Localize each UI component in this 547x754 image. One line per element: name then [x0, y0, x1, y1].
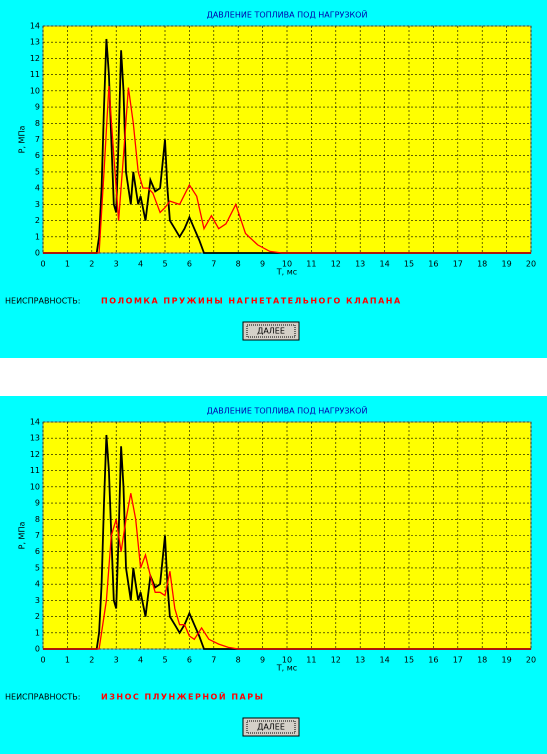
y-tick-label: 5	[35, 563, 40, 572]
y-tick-label: 12	[30, 54, 40, 63]
chart-title: ДАВЛЕНИЕ ТОПЛИВА ПОД НАГРУЗКОЙ	[207, 405, 368, 416]
y-tick-label: 3	[35, 200, 40, 209]
y-tick-label: 3	[35, 596, 40, 605]
button-focus	[246, 324, 296, 338]
y-tick-label: 11	[30, 466, 40, 475]
x-tick-label: 9	[260, 260, 265, 269]
x-tick-label: 8	[236, 656, 241, 665]
y-tick-label: 14	[30, 22, 40, 31]
x-tick-label: 3	[114, 656, 119, 665]
x-tick-label: 7	[211, 260, 216, 269]
y-tick-label: 9	[35, 103, 40, 112]
fault-text: ИЗНОС ПЛУНЖЕРНОЙ ПАРЫ	[101, 691, 264, 702]
y-tick-label: 10	[30, 86, 40, 95]
x-tick-label: 14	[380, 656, 390, 665]
y-tick-label: 4	[35, 184, 40, 193]
y-tick-label: 5	[35, 167, 40, 176]
y-tick-label: 7	[35, 531, 40, 540]
x-tick-label: 11	[306, 656, 316, 665]
y-tick-label: 1	[35, 628, 40, 637]
data-line	[43, 493, 531, 650]
y-tick-label: 14	[30, 418, 40, 427]
x-tick-label: 13	[355, 656, 365, 665]
x-tick-label: 11	[306, 260, 316, 269]
x-tick-label: 10	[282, 656, 292, 665]
y-tick-label: 2	[35, 216, 40, 225]
x-tick-label: 16	[428, 260, 438, 269]
y-tick-label: 7	[35, 135, 40, 144]
y-tick-label: 9	[35, 499, 40, 508]
button[interactable]	[242, 321, 300, 341]
x-tick-label: 4	[138, 260, 143, 269]
y-tick-label: 11	[30, 70, 40, 79]
y-axis-label: P, МПа	[18, 522, 27, 550]
x-tick-label: 18	[477, 656, 487, 665]
button-label[interactable]: ДАЛЕЕ	[257, 723, 285, 732]
y-tick-label: 10	[30, 482, 40, 491]
x-axis-label: T, мс	[276, 268, 297, 277]
y-tick-label: 4	[35, 580, 40, 589]
x-tick-label: 20	[526, 260, 536, 269]
x-tick-label: 7	[211, 656, 216, 665]
chart-title: ДАВЛЕНИЕ ТОПЛИВА ПОД НАГРУЗКОЙ	[207, 9, 368, 20]
x-tick-label: 18	[477, 260, 487, 269]
button-label[interactable]: ДАЛЕЕ	[257, 327, 285, 336]
y-tick-label: 13	[30, 434, 40, 443]
x-tick-label: 10	[282, 260, 292, 269]
x-tick-label: 9	[260, 656, 265, 665]
x-tick-label: 2	[89, 656, 94, 665]
x-tick-label: 5	[162, 656, 167, 665]
x-tick-label: 6	[187, 260, 192, 269]
x-tick-label: 4	[138, 656, 143, 665]
fault-label: НЕИСПРАВНОСТЬ:	[5, 297, 80, 306]
x-tick-label: 19	[502, 656, 512, 665]
y-tick-label: 0	[35, 249, 40, 258]
x-tick-label: 13	[355, 260, 365, 269]
y-tick-label: 8	[35, 515, 40, 524]
x-axis-label: T, мс	[276, 664, 297, 673]
x-tick-label: 12	[331, 260, 341, 269]
x-tick-label: 1	[65, 656, 70, 665]
x-tick-label: 17	[453, 656, 463, 665]
x-tick-label: 12	[331, 656, 341, 665]
x-tick-label: 0	[40, 656, 45, 665]
button[interactable]	[242, 717, 300, 737]
fault-label: НЕИСПРАВНОСТЬ:	[5, 693, 80, 702]
x-tick-label: 15	[404, 656, 414, 665]
y-tick-label: 12	[30, 450, 40, 459]
data-line	[43, 38, 531, 254]
x-tick-label: 6	[187, 656, 192, 665]
data-line	[43, 434, 531, 650]
y-tick-label: 6	[35, 547, 40, 556]
x-tick-label: 8	[236, 260, 241, 269]
x-tick-label: 5	[162, 260, 167, 269]
y-tick-label: 2	[35, 612, 40, 621]
x-tick-label: 19	[502, 260, 512, 269]
y-tick-label: 1	[35, 232, 40, 241]
y-tick-label: 8	[35, 119, 40, 128]
data-line	[43, 85, 531, 254]
y-tick-label: 0	[35, 645, 40, 654]
x-tick-label: 16	[428, 656, 438, 665]
y-tick-label: 13	[30, 38, 40, 47]
x-tick-label: 3	[114, 260, 119, 269]
x-tick-label: 0	[40, 260, 45, 269]
fault-text: ПОЛОМКА ПРУЖИНЫ НАГНЕТАТЕЛЬНОГО КЛАПАНА	[101, 297, 402, 306]
y-tick-label: 6	[35, 151, 40, 160]
x-tick-label: 14	[380, 260, 390, 269]
y-axis-label: P, МПа	[18, 126, 27, 154]
x-tick-label: 17	[453, 260, 463, 269]
x-tick-label: 1	[65, 260, 70, 269]
x-tick-label: 20	[526, 656, 536, 665]
x-tick-label: 15	[404, 260, 414, 269]
button-focus	[246, 720, 296, 734]
x-tick-label: 2	[89, 260, 94, 269]
